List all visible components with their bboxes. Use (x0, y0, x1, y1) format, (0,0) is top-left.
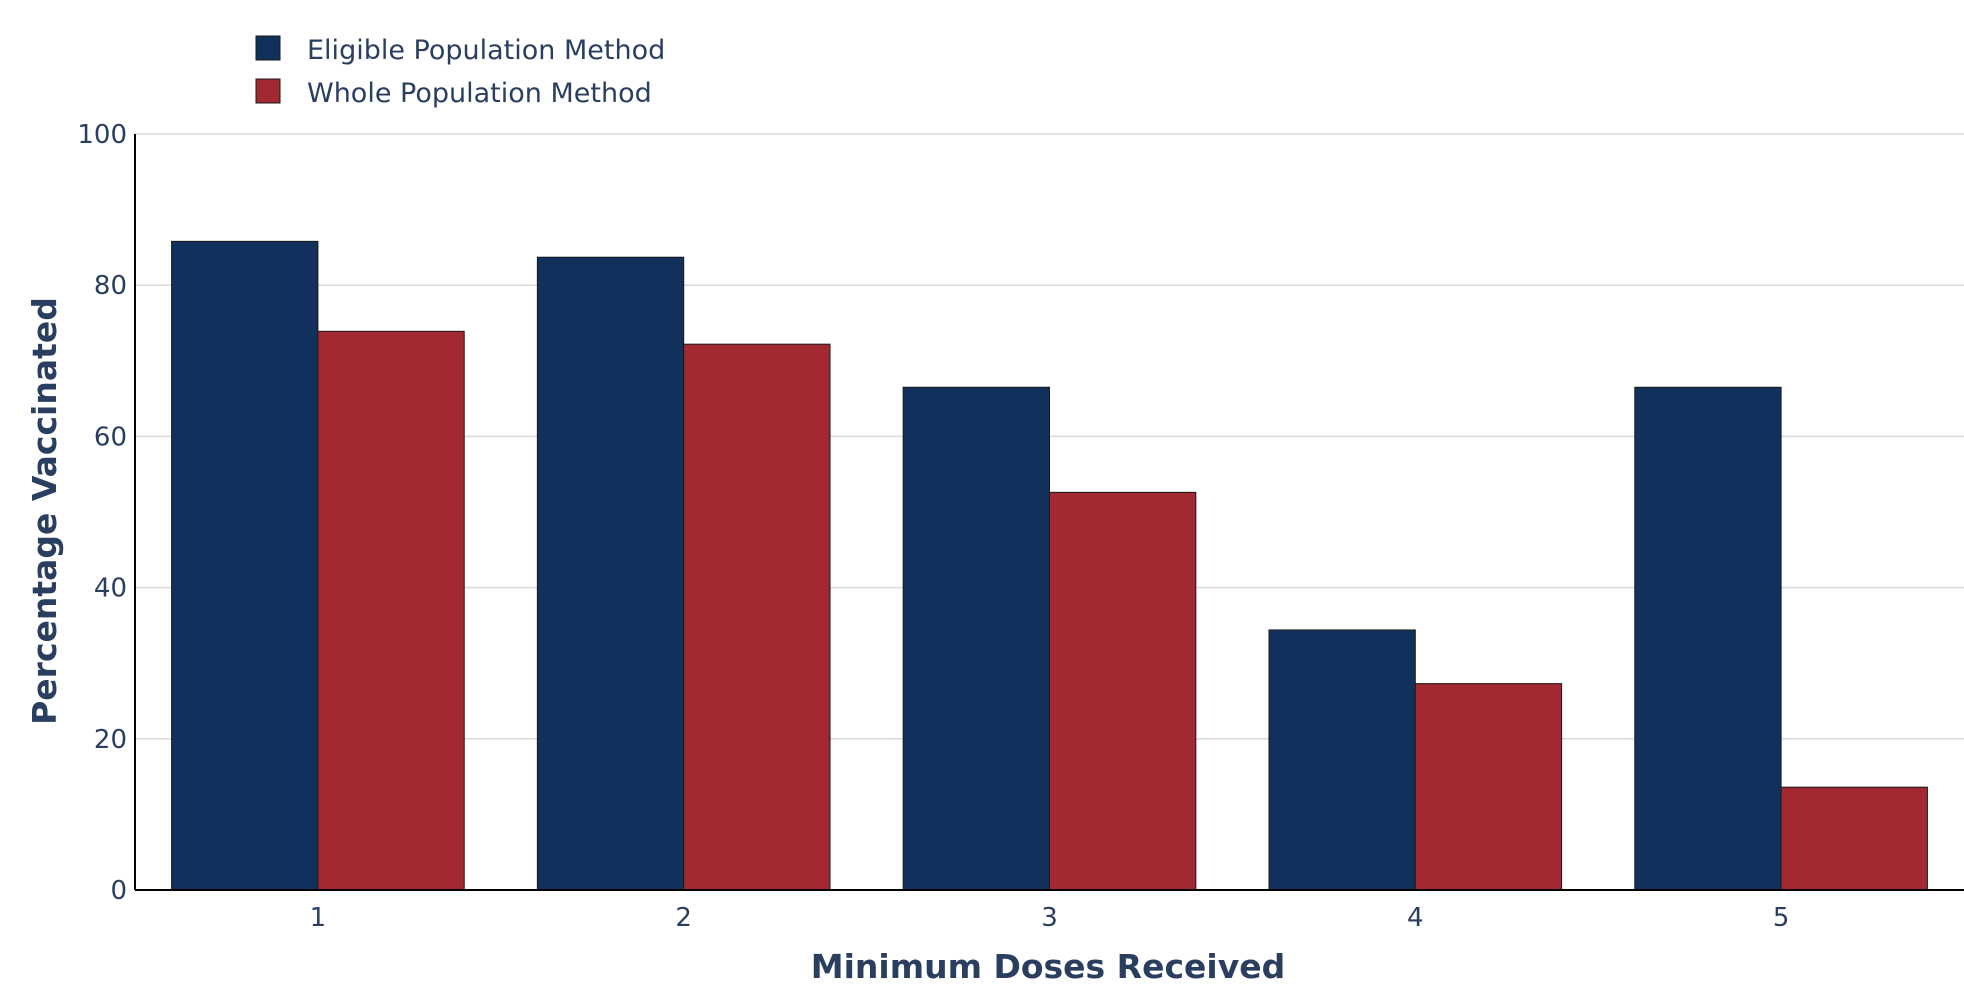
legend-swatch (255, 35, 281, 61)
bar (1634, 386, 1782, 891)
legend-label: Whole Population Method (307, 78, 652, 109)
x-tick-label: 3 (1041, 903, 1058, 933)
bar (1049, 491, 1197, 891)
legend: Eligible Population Method Whole Populati… (255, 35, 665, 109)
axes (134, 134, 1964, 891)
x-tick-label: 4 (1407, 903, 1424, 933)
bar (536, 256, 685, 891)
x-tick-label: 5 (1773, 903, 1790, 933)
bar (902, 386, 1050, 891)
bar (317, 330, 465, 891)
y-tick-label: 60 (94, 422, 127, 452)
y-tick-label: 40 (94, 574, 127, 604)
bar (1414, 683, 1563, 891)
y-axis-title: Percentage Vaccinated (25, 297, 64, 725)
bar (683, 343, 831, 891)
x-axis-title: Minimum Doses Received (811, 947, 1286, 986)
bar (171, 240, 319, 891)
tick-labels: 0 20 40 60 80 100 1 2 3 4 5 (77, 120, 1789, 933)
y-tick-label: 20 (94, 725, 127, 755)
legend-label: Eligible Population Method (307, 35, 665, 66)
legend-swatch (255, 78, 281, 104)
bars (171, 240, 1928, 891)
x-tick-label: 1 (310, 903, 327, 933)
y-tick-label: 0 (110, 876, 127, 906)
y-tick-label: 100 (77, 120, 127, 150)
x-tick-label: 2 (675, 903, 692, 933)
bar (1780, 786, 1928, 891)
bar (1268, 629, 1416, 891)
y-tick-label: 80 (94, 271, 127, 301)
